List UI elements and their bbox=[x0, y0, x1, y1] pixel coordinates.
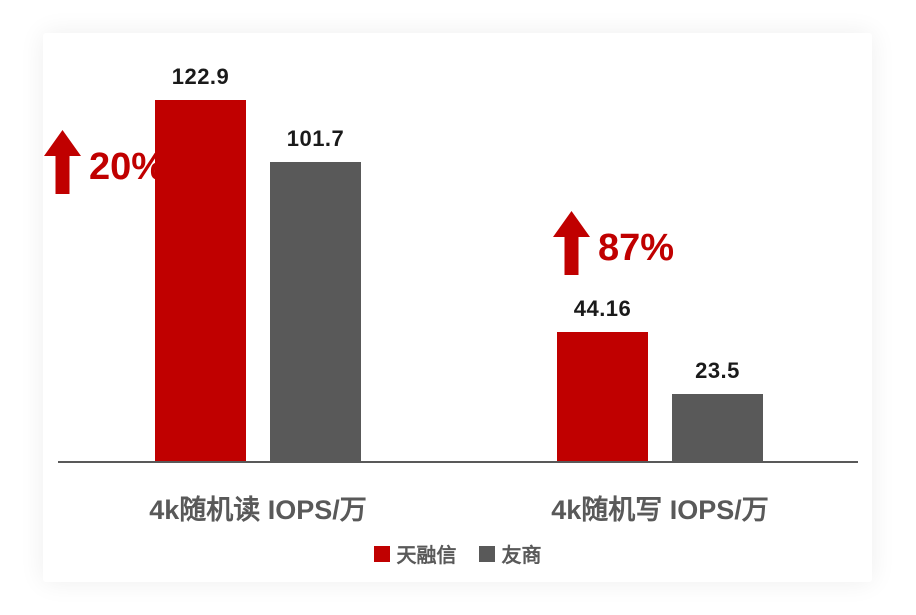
value-label-tianrongxin-read: 122.9 bbox=[171, 64, 230, 89]
plot-area: 20% 87% 122.9 101.7 44.16 bbox=[43, 33, 872, 463]
bar-youshang-write bbox=[672, 394, 763, 463]
legend-swatch-youshang bbox=[478, 545, 495, 562]
bar-tianrongxin-read bbox=[155, 100, 246, 463]
bar-unit-tianrongxin-read: 122.9 bbox=[155, 33, 246, 463]
value-label-youshang-read: 101.7 bbox=[286, 126, 345, 151]
legend-swatch-tianrongxin bbox=[373, 545, 390, 562]
increase-annotation-write: 87% bbox=[553, 211, 674, 275]
x-axis-line bbox=[58, 461, 858, 463]
legend-item-tianrongxin: 天融信 bbox=[373, 539, 457, 568]
legend-item-youshang: 友商 bbox=[478, 539, 542, 568]
legend: 天融信 友商 bbox=[43, 539, 872, 568]
increase-annotation-read: 20% bbox=[44, 130, 165, 194]
category-label-write: 4k随机写 IOPS/万 bbox=[551, 495, 769, 525]
bar-unit-youshang-read: 101.7 bbox=[270, 33, 361, 463]
bar-unit-youshang-write: 23.5 bbox=[672, 33, 763, 463]
bar-tianrongxin-write bbox=[557, 332, 648, 463]
chart-card: 20% 87% 122.9 101.7 44.16 bbox=[43, 33, 872, 582]
value-label-tianrongxin-write: 44.16 bbox=[573, 296, 632, 321]
up-arrow-icon bbox=[44, 130, 81, 194]
increase-percent-read: 20% bbox=[89, 146, 166, 188]
legend-label-youshang: 友商 bbox=[501, 545, 542, 567]
category-label-read: 4k随机读 IOPS/万 bbox=[149, 495, 367, 525]
up-arrow-icon bbox=[553, 211, 590, 275]
increase-percent-write: 87% bbox=[598, 227, 675, 269]
bar-youshang-read bbox=[270, 162, 361, 463]
bar-unit-tianrongxin-write: 44.16 bbox=[557, 33, 648, 463]
value-label-youshang-write: 23.5 bbox=[695, 358, 740, 383]
legend-label-tianrongxin: 天融信 bbox=[396, 545, 457, 567]
